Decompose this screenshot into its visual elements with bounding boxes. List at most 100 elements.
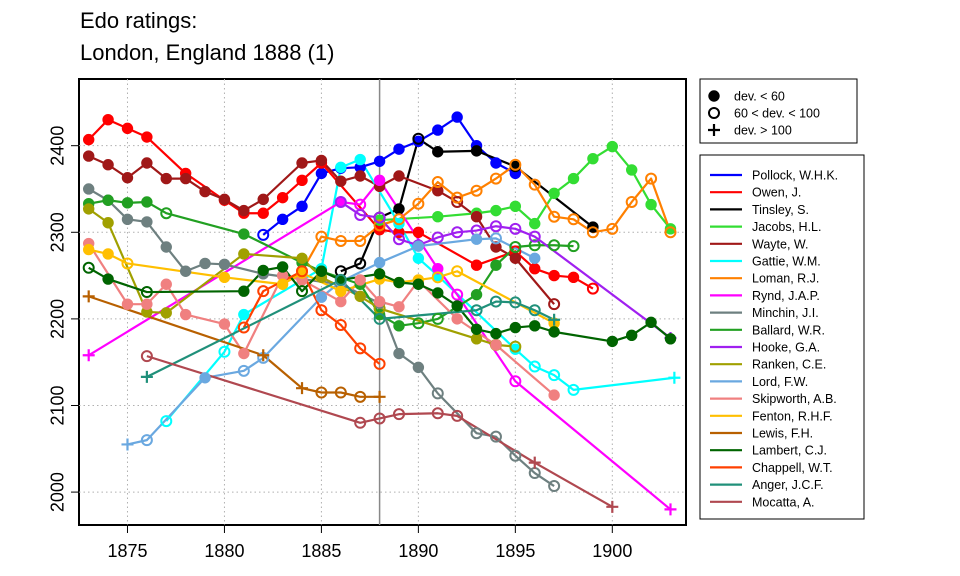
data-point-filled — [664, 333, 677, 345]
data-point-filled — [179, 265, 192, 277]
data-point-open — [509, 449, 522, 462]
data-point-filled — [412, 240, 425, 252]
data-point-open — [315, 386, 328, 399]
data-point-open — [315, 304, 328, 317]
data-point-filled — [82, 203, 95, 215]
data-point-filled — [218, 258, 231, 271]
data-point-filled — [199, 372, 211, 384]
data-point-filled — [708, 90, 720, 102]
data-point-open — [528, 239, 541, 252]
data-point-plus — [708, 124, 720, 136]
data-point-filled — [160, 307, 172, 319]
data-point-open — [470, 184, 483, 197]
data-point-open — [509, 222, 522, 235]
series-line — [146, 278, 555, 378]
marker-legend-label: 60 < dev. < 100 — [734, 107, 820, 121]
data-point-filled — [141, 131, 153, 143]
data-point-filled — [587, 152, 599, 165]
data-point-open — [334, 234, 347, 247]
data-point-filled — [82, 133, 95, 146]
data-point-open — [334, 318, 347, 331]
data-point-open — [451, 409, 464, 422]
series-line — [165, 158, 675, 422]
data-point-open — [334, 273, 347, 286]
data-point-open — [373, 412, 386, 425]
data-point-open — [548, 369, 561, 382]
data-point-filled — [393, 301, 405, 313]
data-point-filled — [490, 204, 502, 217]
series-line — [301, 163, 672, 272]
data-point-open — [567, 213, 580, 226]
y-tick-label: 2200 — [48, 299, 68, 339]
y-tick-label: 2100 — [48, 385, 68, 425]
data-point-filled — [335, 161, 347, 174]
data-point-open — [160, 207, 173, 220]
legend-entry-label: Gattie, W.M. — [752, 255, 821, 269]
data-point-open — [354, 390, 367, 403]
data-point-open — [548, 480, 561, 493]
legend-entry-label: Owen, J. — [752, 186, 801, 200]
data-point-open — [373, 211, 386, 224]
data-point-filled — [238, 204, 250, 217]
marker-legend: dev. < 60 60 < dev. < 100 dev. > 100 — [708, 90, 820, 138]
data-point-filled — [218, 193, 231, 206]
data-point-filled — [238, 228, 250, 240]
data-point-filled — [393, 276, 405, 289]
data-point-open — [509, 296, 522, 309]
data-point-filled — [238, 347, 250, 360]
data-point-filled — [432, 124, 444, 136]
data-point-open — [140, 434, 153, 447]
data-point-filled — [141, 196, 153, 208]
data-point-open — [354, 257, 367, 270]
data-point-filled — [509, 252, 522, 264]
data-point-open — [509, 241, 522, 254]
legend-entry-label: Pollock, W.H.K. — [752, 169, 838, 183]
data-point-open — [548, 298, 561, 311]
data-point-open — [548, 210, 561, 223]
series-line — [379, 145, 672, 230]
data-point-filled — [373, 268, 386, 280]
x-tick-label: 1885 — [301, 541, 341, 561]
data-point-filled — [548, 187, 560, 200]
data-point-filled — [412, 361, 425, 374]
data-point-filled — [470, 233, 483, 245]
data-point-filled — [451, 313, 463, 325]
y-tick-label: 2300 — [48, 212, 68, 252]
data-point-filled — [276, 191, 289, 204]
data-point-open — [354, 342, 367, 355]
data-point-filled — [490, 241, 502, 253]
data-point-filled — [490, 259, 502, 271]
data-point-open — [354, 208, 367, 221]
data-point-filled — [102, 217, 114, 229]
data-point-filled — [645, 198, 657, 211]
data-point-filled — [509, 200, 522, 213]
data-point-open — [528, 230, 541, 243]
data-point-filled — [141, 216, 153, 228]
data-point-open — [489, 295, 502, 308]
data-point-open — [431, 176, 444, 189]
data-point-open — [509, 340, 522, 353]
data-point-filled — [451, 111, 463, 123]
data-point-open — [392, 213, 405, 226]
data-point-filled — [276, 213, 289, 225]
data-point-open — [586, 226, 599, 239]
data-point-plus — [548, 313, 561, 326]
data-point-open — [296, 265, 309, 278]
data-point-open — [121, 257, 134, 270]
data-point-filled — [354, 170, 366, 182]
x-tick-label: 1880 — [204, 541, 244, 561]
data-point-open — [606, 222, 619, 235]
data-point-filled — [218, 271, 231, 284]
data-point-filled — [470, 210, 483, 223]
data-point-plus — [373, 390, 386, 403]
data-point-open — [140, 350, 153, 363]
legend-entry-label: Jacobs, H.L. — [752, 220, 821, 234]
data-point-filled — [548, 326, 560, 338]
data-point-filled — [393, 143, 405, 155]
data-point-plus — [296, 382, 309, 395]
data-point-filled — [82, 243, 95, 256]
data-point-open — [373, 312, 386, 325]
data-point-open — [257, 228, 270, 241]
data-point-filled — [567, 172, 580, 185]
series-line — [146, 355, 613, 508]
